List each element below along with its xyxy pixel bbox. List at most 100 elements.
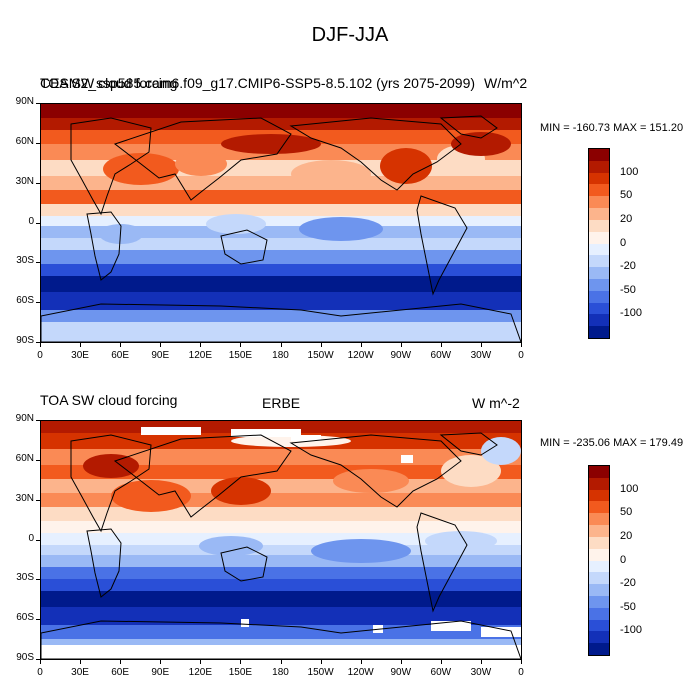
colorbar-label: 0 (620, 553, 627, 566)
field-anomaly (211, 477, 271, 505)
field-band (41, 521, 521, 533)
colorbar-swatch (589, 267, 609, 279)
field-band (41, 507, 521, 521)
colorbar-swatch (589, 160, 609, 173)
lon-tick (280, 660, 282, 664)
missing-data (231, 429, 301, 437)
panel-1-units: W/m^2 (484, 75, 528, 91)
lon-tick-label: 150W (307, 350, 334, 361)
field-anomaly (221, 134, 321, 154)
colorbar-swatch (589, 513, 609, 526)
colorbar-swatch (589, 243, 609, 256)
coastline (416, 512, 468, 613)
lat-tick-label: 60N (15, 135, 34, 147)
coastline (86, 211, 122, 281)
coastline (113, 117, 292, 201)
field-anomaly (206, 214, 266, 234)
lon-tick (440, 660, 442, 664)
panel-2-map (40, 420, 522, 660)
lat-tick (36, 619, 40, 621)
missing-data (41, 645, 521, 659)
lat-tick-label: 60S (16, 295, 34, 307)
lon-tick (400, 343, 402, 347)
colorbar-swatch (589, 631, 609, 644)
field-anomaly (311, 539, 411, 563)
field-band (41, 579, 521, 591)
colorbar-swatch (589, 196, 609, 209)
lon-tick (360, 343, 362, 347)
lon-tick (200, 660, 202, 664)
lon-tick (480, 343, 482, 347)
lon-tick-label: 120W (347, 667, 374, 678)
lon-tick (80, 660, 82, 664)
coastline (70, 434, 152, 533)
lon-tick-label: 120E (188, 350, 212, 361)
colorbar-label: -20 (620, 577, 636, 590)
lat-tick-label: 90N (15, 96, 34, 107)
lon-tick-label: 0 (518, 350, 524, 361)
colorbar-swatch (589, 595, 609, 608)
field-band (41, 545, 521, 555)
field-anomaly (299, 217, 383, 241)
colorbar-swatch (589, 560, 609, 573)
coastline (439, 115, 498, 139)
coastline (113, 434, 292, 518)
field-anomaly (380, 148, 432, 184)
panel-1-minmax: MIN = -160.73 MAX = 151.20 (540, 122, 684, 134)
lon-tick (40, 343, 41, 347)
lat-tick-label: 90S (16, 335, 34, 346)
lon-tick-label: 30E (71, 667, 89, 678)
lon-tick (480, 660, 482, 664)
coastline (416, 195, 468, 296)
panel-1-title-left: TOA SW cloud forcing (40, 75, 178, 91)
colorbar-swatch (589, 314, 609, 327)
field-anomaly (175, 152, 227, 176)
colorbar-swatch (589, 572, 609, 585)
colorbar-swatch (589, 501, 609, 514)
field-band (41, 190, 521, 204)
lon-tick-label: 0 (37, 667, 43, 678)
lat-tick (36, 420, 40, 421)
lat-tick (36, 499, 40, 501)
field-band (41, 555, 521, 567)
field-anomaly (99, 224, 143, 244)
lon-tick-label: 60E (111, 350, 130, 361)
colorbar-swatch (589, 326, 609, 338)
field-band (41, 567, 521, 579)
colorbar-swatch (589, 584, 609, 596)
lon-tick-label: 90E (151, 350, 170, 361)
coastline (220, 229, 268, 265)
lat-tick-label: 0 (28, 215, 34, 227)
panel-1-colorbar (588, 148, 610, 339)
lat-tick (36, 659, 40, 660)
panel-2-field (41, 421, 521, 659)
lon-tick-label: 0 (518, 667, 524, 678)
lon-tick-label: 30W (470, 667, 492, 678)
colorbar-swatch (589, 219, 609, 232)
lat-tick (36, 459, 40, 461)
lon-tick (521, 660, 522, 664)
colorbar-label: -50 (620, 283, 636, 296)
field-band (41, 607, 521, 625)
field-anomaly (83, 454, 139, 478)
colorbar-swatch (589, 149, 609, 161)
lon-tick-label: 60E (111, 667, 130, 678)
panel-2-title-center: ERBE (262, 395, 301, 411)
field-anomaly (333, 469, 409, 493)
colorbar-swatch (589, 548, 609, 561)
field-band (41, 226, 521, 238)
colorbar-swatch (589, 184, 609, 197)
lat-tick (36, 539, 40, 541)
colorbar-swatch (589, 172, 609, 185)
lon-tick-label: 120W (347, 350, 374, 361)
colorbar-swatch (589, 607, 609, 620)
panel-1-field (41, 104, 521, 342)
coastline (220, 546, 268, 582)
lon-tick (240, 343, 242, 347)
coastline (289, 117, 462, 191)
colorbar-label: -50 (620, 600, 636, 613)
lon-tick-label: 120E (188, 667, 212, 678)
lon-tick-label: 0 (37, 350, 43, 361)
colorbar-label: 100 (620, 165, 639, 178)
lat-tick-label: 30N (15, 175, 34, 187)
